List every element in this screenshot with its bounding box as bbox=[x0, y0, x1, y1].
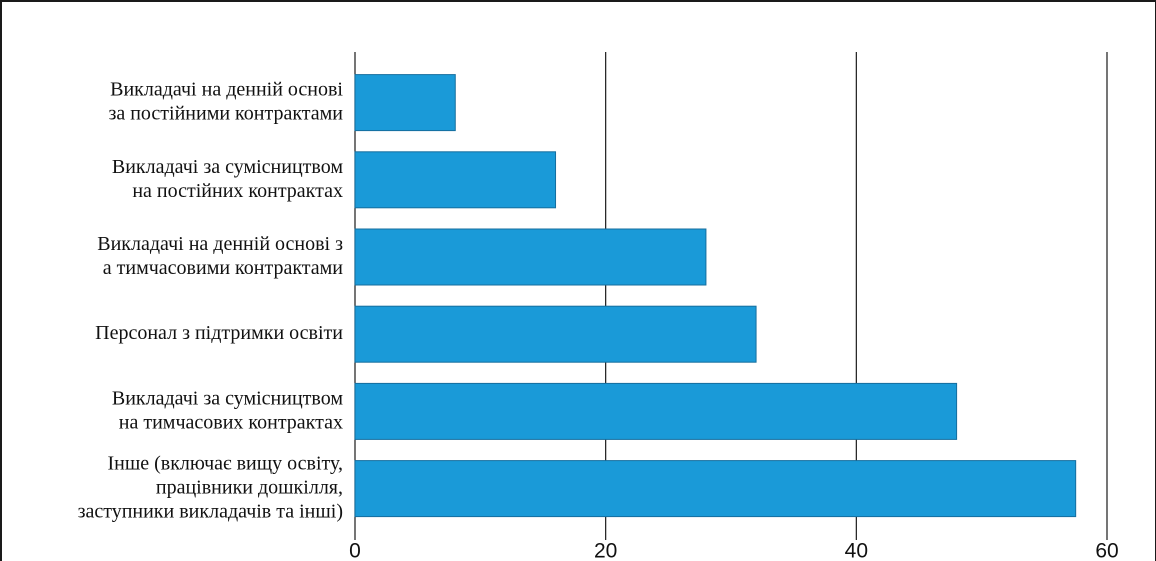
bar-4 bbox=[354, 382, 958, 440]
category-label-line: за постійними контрактами bbox=[108, 102, 343, 124]
category-label: Викладачі на денній основі за постійними … bbox=[108, 78, 343, 124]
bar-0 bbox=[354, 74, 456, 132]
category-label-line: Персонал з підтримки освіти bbox=[95, 322, 343, 344]
x-tick-label: 0 bbox=[349, 540, 361, 561]
bars bbox=[354, 74, 1077, 518]
category-label-line: заступники викладачів та інші) bbox=[78, 500, 343, 522]
category-label-line: працівники дошкілля, bbox=[156, 476, 343, 498]
x-tick-label: 20 bbox=[594, 540, 617, 561]
category-label: Викладачі за сумісництвом на постійних ко… bbox=[112, 155, 343, 201]
category-label-line: Інше (включає вищу освіту, bbox=[107, 452, 343, 474]
x-tick-label: 40 bbox=[845, 540, 868, 561]
bar-5 bbox=[354, 460, 1077, 518]
x-tick-label: 60 bbox=[1095, 540, 1118, 561]
bar-2 bbox=[354, 228, 707, 286]
category-label-line: на постійних контрактах bbox=[132, 179, 343, 201]
category-label-line: Викладачі за сумісництвом bbox=[112, 387, 343, 409]
category-labels: Викладачі на денній основі за постійними … bbox=[78, 78, 344, 522]
category-label-line: Викладачі за сумісництвом bbox=[112, 155, 343, 177]
category-label-line: а тимчасовими контрактами bbox=[103, 257, 344, 279]
x-tick-labels: 0 20 40 60 bbox=[349, 540, 1119, 561]
category-label: Персонал з підтримки освіти bbox=[95, 322, 343, 344]
category-label-line: Викладачі на денній основі bbox=[110, 78, 343, 100]
bar-3 bbox=[354, 305, 757, 363]
category-label-line: на тимчасових контрактах bbox=[119, 411, 343, 433]
bar-1 bbox=[354, 151, 557, 209]
category-label-line: Викладачі на денній основі з bbox=[97, 233, 343, 255]
category-label: Інше (включає вищу освіту, працівники дош… bbox=[78, 452, 343, 522]
category-label: Викладачі за сумісництвом на тимчасових к… bbox=[112, 387, 343, 433]
grid-lines bbox=[354, 52, 1108, 540]
